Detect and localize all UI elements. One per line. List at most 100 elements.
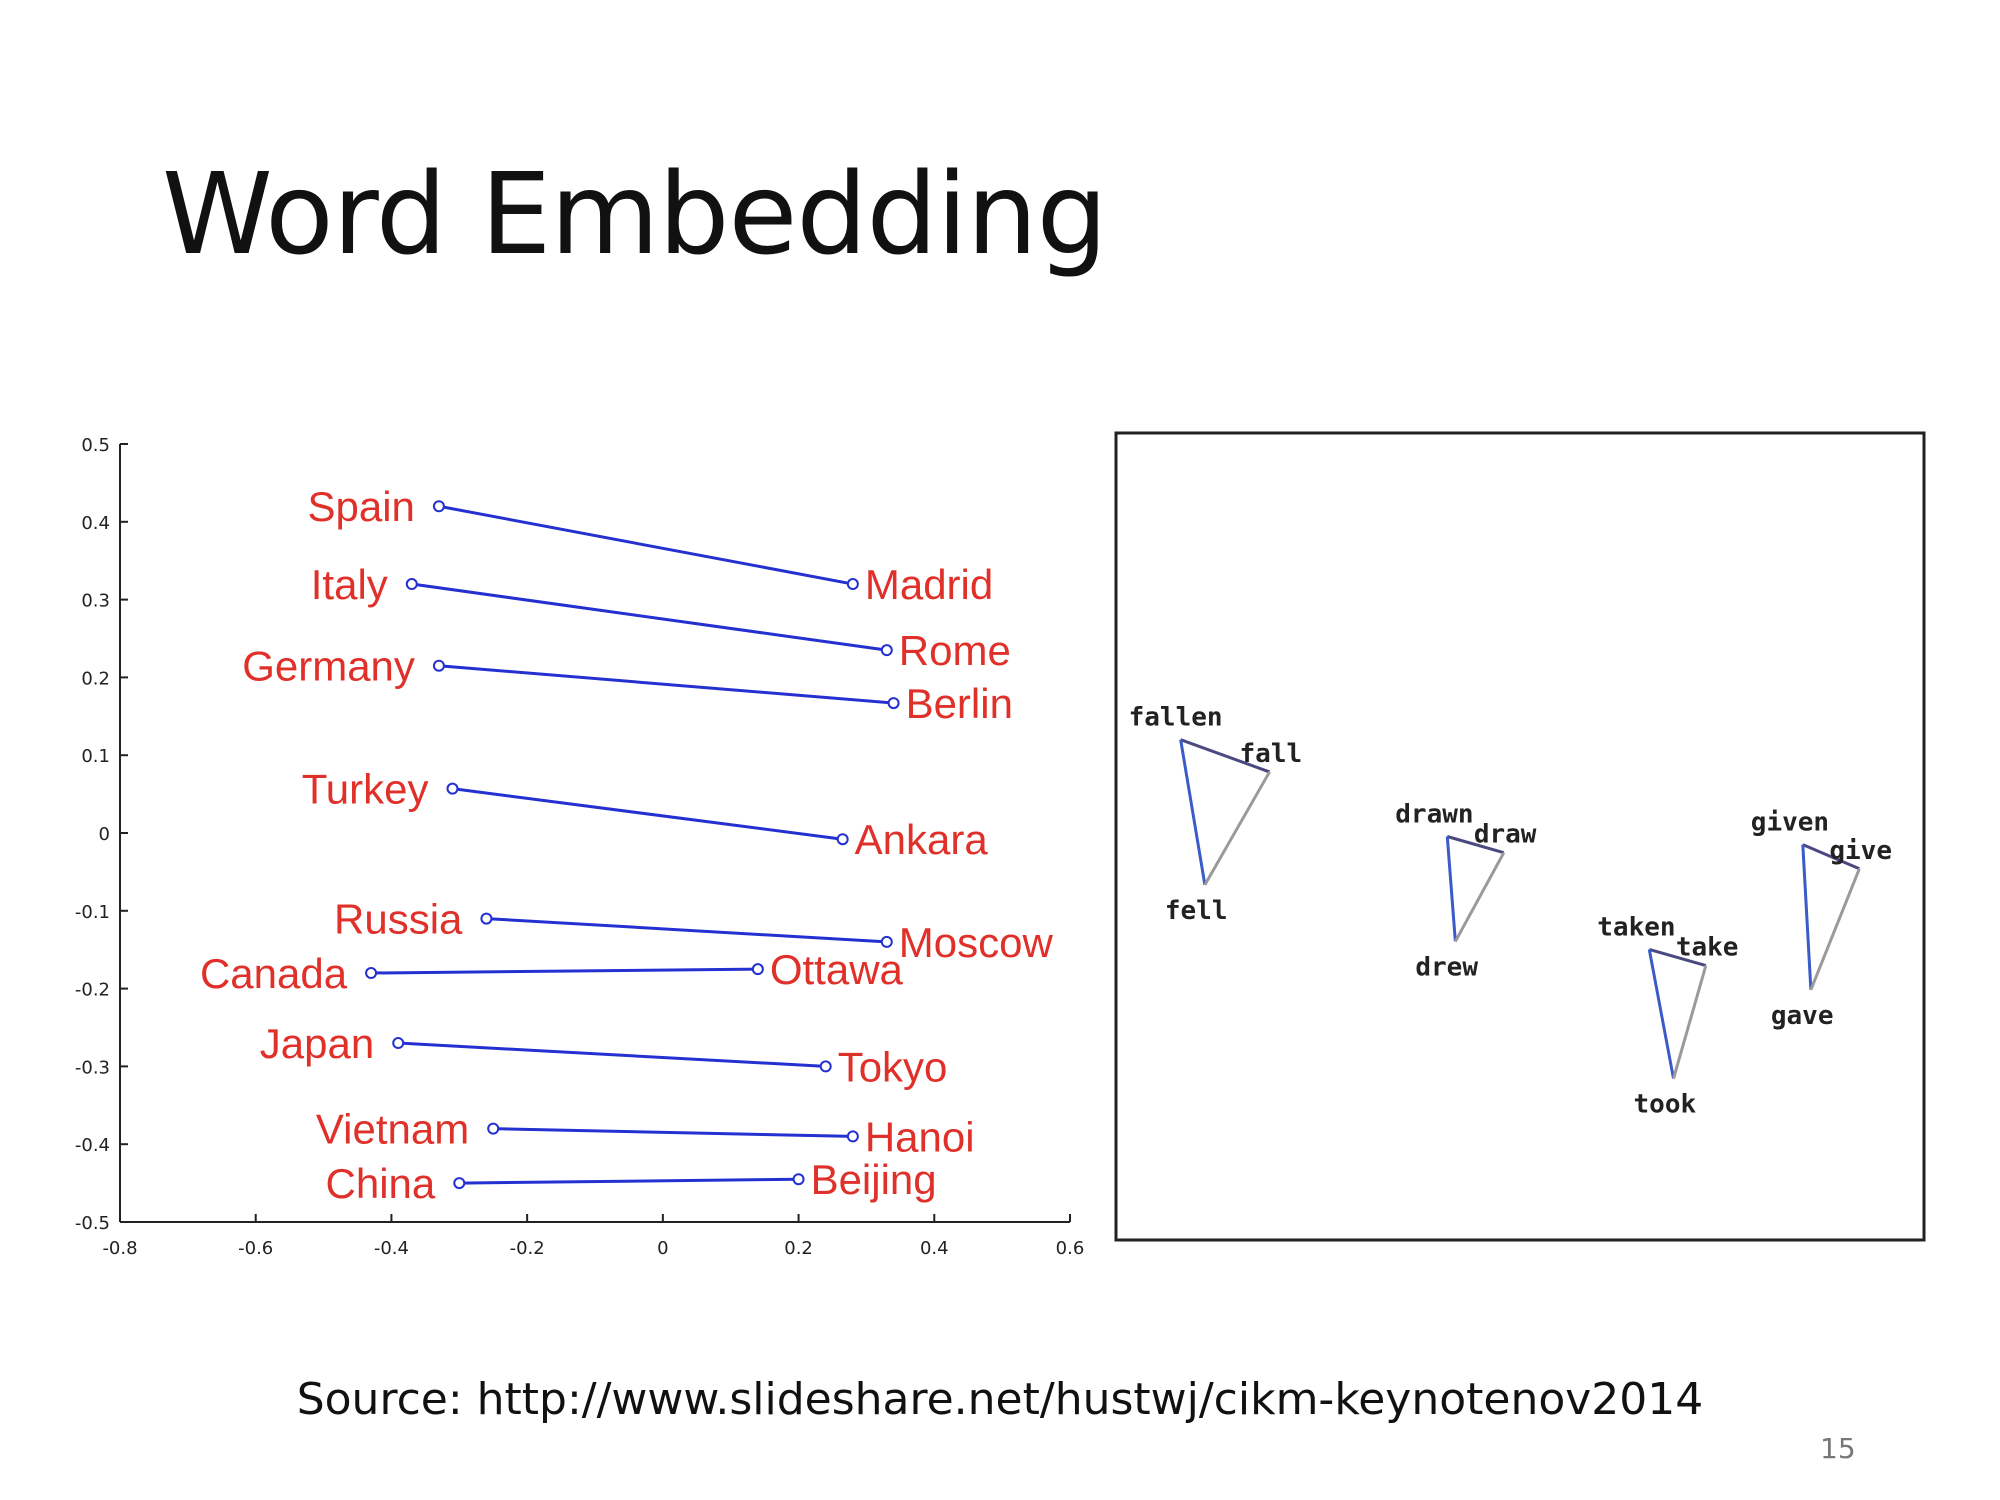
edge-participle-past <box>1179 739 1207 886</box>
capital-label: Beijing <box>811 1156 937 1203</box>
pair-germany: Germany Berlin <box>242 643 1013 727</box>
pair-line <box>438 664 894 705</box>
x-tick-label: -0.8 <box>102 1238 137 1259</box>
country-label: Russia <box>334 896 463 943</box>
country-point <box>446 782 459 795</box>
pair-line <box>486 917 887 944</box>
capital-label: Hanoi <box>865 1113 975 1160</box>
country-label: Turkey <box>302 766 429 813</box>
slide-title: Word Embedding <box>162 150 1108 280</box>
y-tick-label: -0.4 <box>75 1135 110 1156</box>
x-tick-label: -0.2 <box>510 1238 545 1259</box>
edge-participle-base <box>1648 948 1707 968</box>
pair-turkey: Turkey Ankara <box>302 766 989 864</box>
y-tick-label: -0.3 <box>75 1057 110 1078</box>
x-ticks: -0.8 -0.6 -0.4 -0.2 0 0.2 0.4 0.6 <box>102 1214 1084 1259</box>
country-label: Vietnam <box>316 1106 469 1153</box>
edge-base-past <box>1454 851 1506 943</box>
edge-base-past <box>1809 868 1861 991</box>
capital-point <box>880 644 893 657</box>
x-axis: -0.8 -0.6 -0.4 -0.2 0 0.2 0.4 0.6 <box>102 1214 1084 1259</box>
capital-label: Rome <box>899 627 1011 674</box>
country-label: China <box>326 1160 436 1207</box>
y-tick-label: 0.1 <box>81 746 110 767</box>
x-tick-label: 0.6 <box>1056 1238 1085 1259</box>
pair-line <box>411 582 887 652</box>
x-tick-label: 0 <box>657 1238 668 1259</box>
country-label: Canada <box>200 950 348 997</box>
edge-participle-past <box>1801 844 1813 990</box>
y-axis: 0.5 0.4 0.3 0.2 0.1 0 -0.1 -0.2 -0.3 -0.4 -0.5 <box>75 435 128 1234</box>
past-label: gave <box>1771 1001 1834 1031</box>
capital-label: Ottawa <box>770 946 904 993</box>
capital-label: Madrid <box>865 561 993 608</box>
pair-canada: Canada Ottawa <box>200 946 904 997</box>
country-capital-pairs: Spain Madrid Italy Rome Germany Berlin Turkey A… <box>200 483 1054 1207</box>
pair-spain: Spain Madrid <box>308 483 994 608</box>
participle-label: drawn <box>1395 800 1473 830</box>
pair-line <box>398 1041 826 1068</box>
past-label: took <box>1634 1090 1697 1120</box>
country-label: Spain <box>308 483 415 530</box>
y-tick-label: -0.5 <box>75 1213 110 1234</box>
participle-label: taken <box>1597 912 1675 942</box>
country-point <box>432 500 445 513</box>
y-tick-label: -0.2 <box>75 980 110 1001</box>
capital-label: Tokyo <box>838 1043 948 1090</box>
capital-point <box>887 697 900 710</box>
capital-label: Ankara <box>855 816 989 863</box>
country-point <box>453 1177 466 1190</box>
pair-russia: Russia Moscow <box>334 896 1053 966</box>
capital-label: Berlin <box>906 680 1013 727</box>
y-tick-label: 0.3 <box>81 591 110 612</box>
y-tick-label: 0.5 <box>81 435 110 456</box>
x-tick-label: 0.4 <box>920 1238 949 1259</box>
capital-label: Moscow <box>899 919 1054 966</box>
pair-japan: Japan Tokyo <box>260 1020 948 1090</box>
y-tick-label: -0.1 <box>75 902 110 923</box>
y-tick-label: 0 <box>99 824 110 845</box>
triangle-fall: fallen fall fell <box>1129 703 1303 926</box>
capital-point <box>880 935 893 948</box>
base-label: fall <box>1240 739 1303 769</box>
x-tick-label: -0.4 <box>374 1238 409 1259</box>
capital-point <box>836 833 849 846</box>
country-point <box>392 1037 405 1050</box>
country-label: Italy <box>311 561 388 608</box>
base-label: give <box>1829 836 1892 866</box>
page-number: 15 <box>1820 1432 1856 1465</box>
edge-base-past <box>1672 965 1708 1080</box>
country-point <box>487 1122 500 1135</box>
base-label: take <box>1676 933 1739 963</box>
country-label: Germany <box>242 643 415 690</box>
pair-line <box>371 967 758 975</box>
source-citation: Source: http://www.slideshare.net/hustwj… <box>296 1374 1704 1425</box>
y-tick-label: 0.4 <box>81 513 110 534</box>
capital-point <box>846 578 859 591</box>
pair-vietnam: Vietnam Hanoi <box>316 1106 975 1161</box>
y-tick-label: 0.2 <box>81 668 110 689</box>
capital-point <box>819 1060 832 1073</box>
country-point <box>432 659 445 672</box>
pair-line <box>459 1177 799 1185</box>
country-point <box>480 912 493 925</box>
x-tick-label: 0.2 <box>784 1238 813 1259</box>
capital-point <box>751 963 764 976</box>
country-point <box>405 578 418 591</box>
capital-point <box>792 1173 805 1186</box>
y-ticks: 0.5 0.4 0.3 0.2 0.1 0 -0.1 -0.2 -0.3 -0.4 -0.5 <box>75 435 128 1234</box>
past-label: fell <box>1165 896 1228 926</box>
edge-participle-past <box>1647 949 1675 1079</box>
pair-line <box>452 787 843 841</box>
pair-china: China Beijing <box>326 1156 937 1207</box>
country-point <box>365 967 378 980</box>
edge-base-past <box>1203 771 1271 886</box>
capital-point <box>846 1130 859 1143</box>
edge-participle-base <box>1446 835 1505 855</box>
plot-frame <box>1114 431 1926 1242</box>
country-capital-chart: 0.5 0.4 0.3 0.2 0.1 0 -0.1 -0.2 -0.3 -0.4 -0.5 -0.… <box>75 435 1084 1259</box>
